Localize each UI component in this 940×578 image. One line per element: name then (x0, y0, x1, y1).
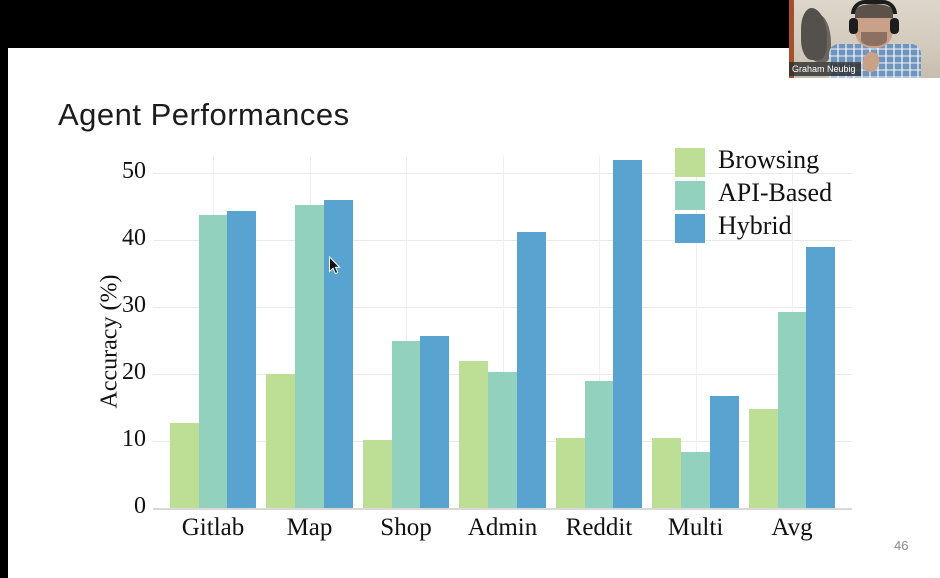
slide-title: Agent Performances (58, 97, 350, 132)
headphone-right-cup (890, 18, 899, 34)
coat-on-rack (801, 8, 827, 60)
slide-page-number: 46 (894, 538, 909, 553)
mouse-cursor-icon (329, 256, 341, 275)
speaker-beard (861, 32, 887, 46)
webcam-background-strip (789, 0, 794, 78)
webcam-video-feed: Graham Neubig (789, 0, 940, 78)
participant-name-badge: Graham Neubig (789, 62, 861, 76)
headphone-left-cup (849, 18, 858, 34)
headphone-band (851, 0, 897, 14)
